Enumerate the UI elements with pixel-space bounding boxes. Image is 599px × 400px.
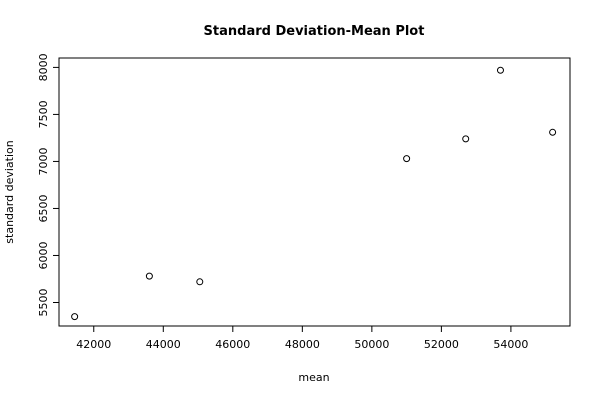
data-point	[496, 66, 504, 74]
data-point	[549, 128, 557, 136]
y-tick-label: 8000	[37, 53, 50, 81]
x-tick-label: 48000	[285, 338, 320, 351]
data-point	[71, 313, 79, 321]
x-axis: 42000 44000 46000 48000 50000 52000 54000	[76, 326, 528, 351]
data-point	[145, 272, 153, 280]
data-points	[71, 66, 557, 321]
data-point	[462, 135, 470, 143]
x-tick-label: 42000	[76, 338, 111, 351]
y-tick-label: 6000	[37, 241, 50, 269]
x-tick-label: 46000	[215, 338, 250, 351]
y-tick-label: 7500	[37, 100, 50, 128]
x-axis-label: mean	[298, 371, 329, 384]
chart-title: Standard Deviation-Mean Plot	[204, 24, 425, 39]
data-point	[196, 278, 204, 286]
x-tick-label: 52000	[424, 338, 459, 351]
plot-frame	[58, 57, 571, 327]
y-axis-label: standard deviation	[3, 140, 16, 243]
y-tick-label: 7000	[37, 147, 50, 175]
y-axis: 5500 6000 6500 7000 7500 8000	[37, 53, 59, 316]
x-tick-label: 54000	[493, 338, 528, 351]
data-point	[403, 155, 411, 163]
y-tick-label: 5500	[37, 288, 50, 316]
x-tick-label: 44000	[146, 338, 181, 351]
y-tick-label: 6500	[37, 194, 50, 222]
x-tick-label: 50000	[354, 338, 389, 351]
